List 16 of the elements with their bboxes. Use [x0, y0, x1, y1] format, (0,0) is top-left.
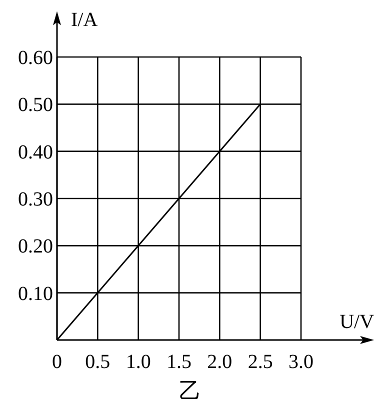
ytick: 0.30	[18, 188, 53, 210]
xtick: 0.5	[85, 351, 110, 373]
annotation: 乙	[179, 378, 201, 403]
ytick: 0.40	[18, 141, 53, 164]
xtick: 1.5	[166, 351, 192, 373]
ytick: 0.10	[18, 282, 53, 305]
ytick: 0.50	[18, 94, 53, 116]
xtick: 0	[52, 351, 62, 373]
xlabel: U/V	[340, 311, 374, 333]
xtick: 3.0	[288, 351, 314, 373]
xtick: 2.5	[248, 351, 273, 373]
ytick: 0.20	[18, 236, 53, 258]
ylabel: I/A	[71, 9, 98, 31]
ytick: 0.60	[18, 47, 53, 69]
xtick: 1.0	[126, 351, 151, 373]
xtick: 2.0	[207, 351, 232, 373]
